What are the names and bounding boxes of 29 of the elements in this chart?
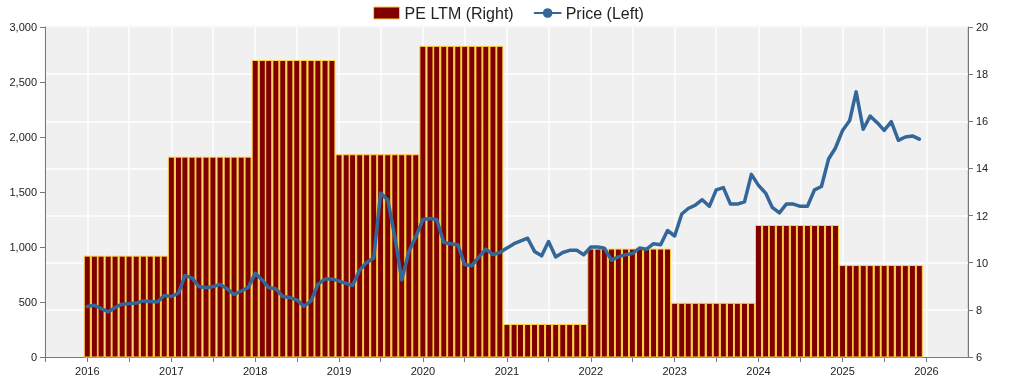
x-tick-label: 2018 [242, 364, 268, 377]
y-tick-label: 2,500 [9, 76, 37, 88]
x-tick-label: 2026 [914, 364, 939, 377]
y2-tick-label: 12 [976, 209, 989, 222]
x-tick-label: 2023 [662, 364, 687, 377]
x-tick-label: 2025 [830, 364, 855, 377]
y2-tick-label: 14 [976, 162, 989, 175]
x-tick-label: 2021 [494, 364, 520, 377]
y-tick-label: 3,000 [9, 21, 37, 33]
x-tick-label: 2019 [326, 364, 352, 377]
y-tick-label: 2,000 [9, 131, 37, 143]
line-series [85, 90, 922, 314]
legend-label: PE LTM (Right) [404, 4, 514, 22]
legend-label: Price (Left) [565, 4, 644, 22]
x-tick-label: 2024 [746, 364, 771, 377]
x-tick-label: 2020 [410, 364, 436, 377]
y2-tick-label: 6 [976, 351, 983, 363]
y2-tick-label: 20 [976, 21, 989, 33]
y2-tick-label: 18 [976, 68, 989, 81]
y2-tick-label: 16 [976, 115, 989, 128]
y-tick-label: 0 [30, 351, 37, 363]
x-tick-label: 2022 [578, 364, 604, 377]
y-tick-label: 500 [18, 296, 37, 308]
y2-tick-label: 10 [976, 256, 989, 269]
x-tick-label: 2016 [75, 364, 100, 377]
x-tick-label: 2017 [159, 364, 184, 377]
y-tick-label: 1,000 [9, 241, 37, 253]
y-tick-label: 1,500 [9, 186, 37, 198]
y2-tick-label: 8 [976, 303, 983, 316]
